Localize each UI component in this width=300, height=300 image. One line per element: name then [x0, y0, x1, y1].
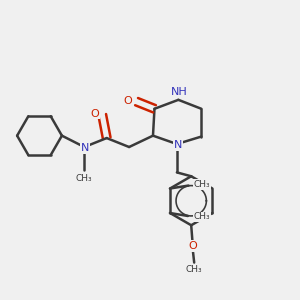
Text: CH₃: CH₃ [186, 265, 202, 274]
Text: N: N [81, 142, 89, 153]
Text: NH: NH [171, 87, 187, 98]
Text: O: O [188, 241, 197, 251]
Text: CH₃: CH₃ [76, 174, 93, 183]
Text: N: N [174, 140, 182, 150]
Text: CH₃: CH₃ [194, 180, 211, 189]
Text: O: O [90, 109, 99, 118]
Text: CH₃: CH₃ [193, 212, 210, 221]
Text: O: O [124, 96, 133, 106]
